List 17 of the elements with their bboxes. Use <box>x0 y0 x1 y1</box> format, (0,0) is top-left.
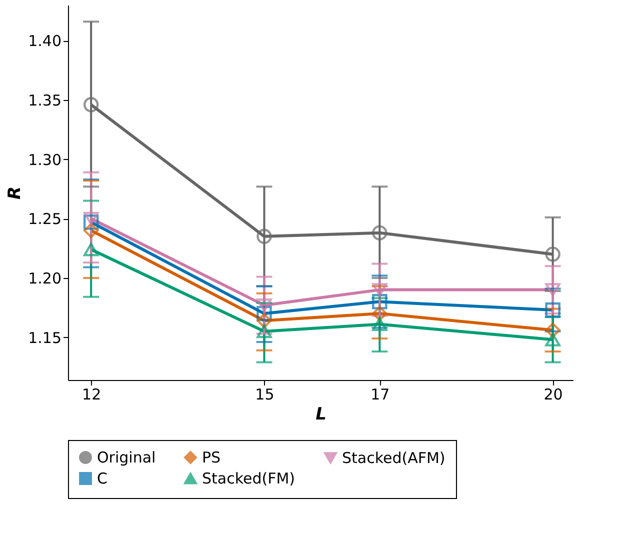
y-tick-label: 1.15 <box>28 328 62 347</box>
x-tick-label: 20 <box>544 386 563 404</box>
x-tick-label: 15 <box>255 386 274 404</box>
y-tick-label: 1.20 <box>28 269 62 288</box>
legend-label: Original <box>97 448 156 467</box>
y-tick-label: 1.25 <box>28 210 62 228</box>
legend-label: C <box>97 470 108 488</box>
x-tick-label: 17 <box>370 386 390 404</box>
x-axis-title: L <box>316 404 326 424</box>
legend-label: Stacked(AFM) <box>342 448 446 467</box>
y-axis-title: R <box>5 186 26 200</box>
legend-label: PS <box>202 448 221 467</box>
y-tick-label: 1.30 <box>28 150 62 169</box>
legend-label: Stacked(FM) <box>202 470 296 488</box>
y-tick-label: 1.35 <box>28 91 62 110</box>
x-tick-label: 12 <box>82 386 102 404</box>
y-tick-label: 1.40 <box>28 32 62 50</box>
